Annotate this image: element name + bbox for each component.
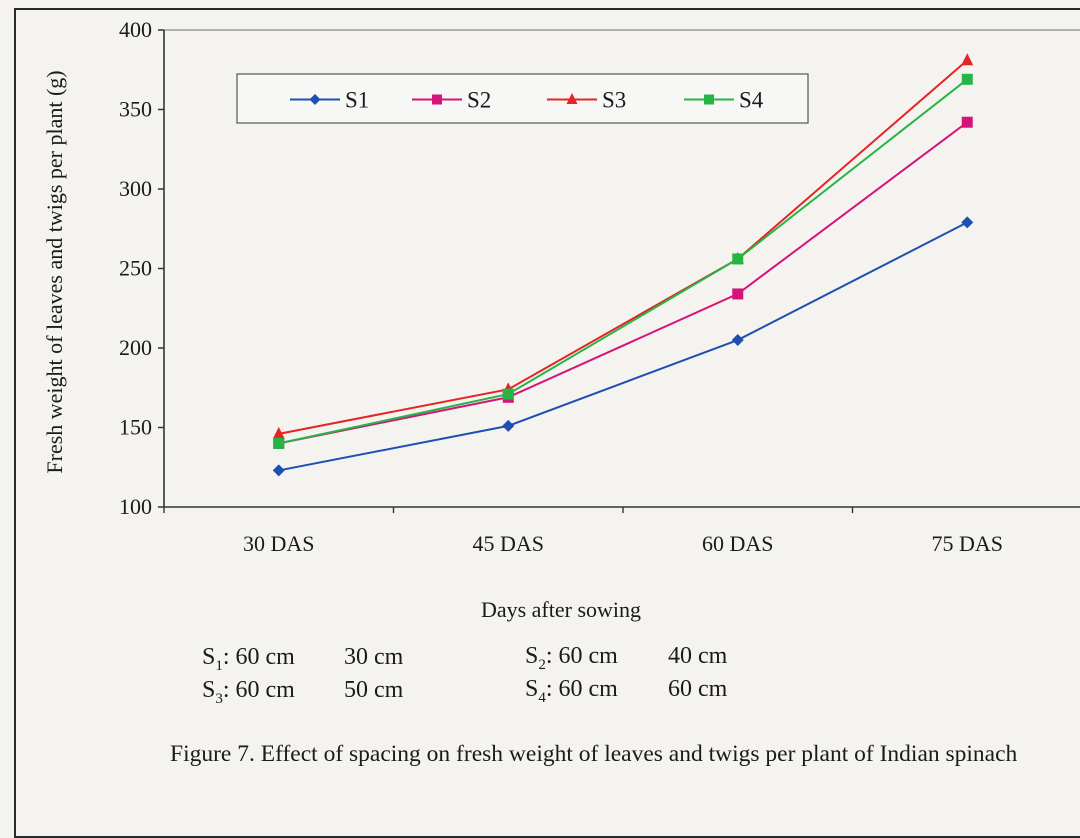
series-s1-point-3 [731, 334, 744, 347]
y-axis-title: Fresh weight of leaves and twigs per pla… [42, 70, 67, 473]
legend-s4-label: S4 [739, 88, 764, 113]
legend-s2-marker [432, 94, 442, 105]
series-s3-point-1 [272, 426, 285, 439]
y-tick-label-200: 200 [119, 335, 152, 360]
spacing-s2: S2: 60 cm 40 cm [525, 643, 727, 674]
x-tick-label-75-das: 75 DAS [931, 531, 1003, 556]
series-s1-point-4 [961, 216, 974, 229]
spacing-s2-value: 40 cm [668, 643, 728, 669]
series-s2-line [278, 121, 968, 445]
figure-page: 100 150 200 250 300 350 400 30 DAS 45 DAS 60 DAS 7… [14, 8, 1080, 838]
line-chart: 100 150 200 250 300 350 400 30 DAS 45 DAS 60 DAS 7… [42, 17, 1080, 622]
x-tick-label-60-das: 60 DAS [702, 531, 774, 556]
series-s4-point-2 [502, 388, 514, 400]
y-tick-label-100: 100 [119, 494, 152, 519]
series-s4-point-1 [273, 437, 285, 449]
legend-s1-marker [309, 94, 321, 105]
series-s2-point-3 [732, 288, 744, 300]
figure-caption: Figure 7. Effect of spacing on fresh wei… [170, 741, 1018, 767]
spacing-s1: S1: 60 cm 30 cm [202, 644, 403, 675]
plot-area: 100 150 200 250 300 350 400 30 DAS 45 DAS 60 DAS 7… [119, 17, 1080, 556]
spacing-s3-value: 50 cm [344, 677, 404, 703]
spacing-s3: S3: 60 cm 50 cm [202, 677, 403, 708]
series-s1-point-2 [502, 419, 515, 432]
series-s4-point-4 [961, 73, 973, 85]
y-tick-label-300: 300 [119, 176, 152, 201]
x-tick-label-45-das: 45 DAS [472, 531, 544, 556]
legend-s3-marker [566, 93, 578, 104]
series-s3-line [278, 59, 968, 435]
spacing-s4: S4: 60 cm 60 cm [525, 676, 727, 707]
legend-s1-label: S1 [345, 88, 369, 113]
x-tick-label-30-das: 30 DAS [243, 531, 315, 556]
series-s1-line [278, 221, 968, 472]
y-tick-label-350: 350 [119, 97, 152, 122]
series-s1-point-1 [272, 464, 285, 477]
spacing-s4-label: S4: 60 cm [525, 676, 618, 706]
y-tick-label-150: 150 [119, 415, 152, 440]
legend-s4-marker [704, 94, 714, 105]
spacing-s1-value: 30 cm [344, 644, 404, 670]
spacing-s1-label: S1: 60 cm [202, 644, 295, 674]
spacing-s3-label: S3: 60 cm [202, 677, 295, 707]
series-s4-point-3 [732, 253, 744, 265]
spacing-s4-value: 60 cm [668, 676, 728, 702]
x-axis-title: Days after sowing [481, 597, 641, 622]
legend-s2-label: S2 [467, 88, 491, 113]
y-tick-label-250: 250 [119, 256, 152, 281]
series-s3-point-4 [961, 53, 974, 66]
spacing-s2-label: S2: 60 cm [525, 643, 618, 673]
series-s4-line [278, 78, 968, 445]
series-s2-point-4 [961, 116, 973, 128]
y-tick-label-400: 400 [119, 17, 152, 42]
legend-s3-label: S3 [602, 88, 626, 113]
